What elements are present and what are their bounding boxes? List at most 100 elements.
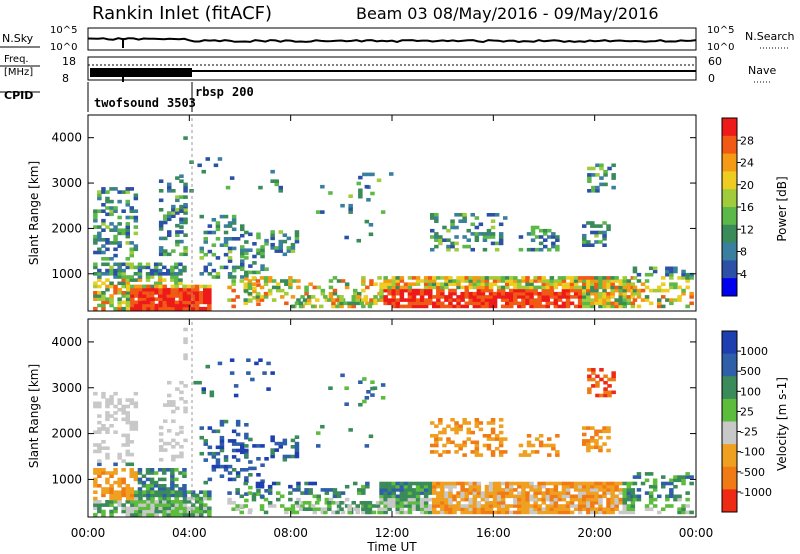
power-cell — [530, 238, 536, 242]
velocity-cell — [270, 438, 275, 443]
power-cell — [231, 288, 236, 293]
velocity-cell — [121, 404, 126, 409]
power-cell — [280, 279, 285, 283]
velocity-cell — [526, 434, 532, 438]
power-cell — [448, 291, 453, 296]
power-cell — [335, 304, 340, 309]
power-cell — [304, 291, 309, 296]
power-cell — [286, 249, 292, 253]
velocity-cell — [474, 418, 480, 422]
velocity-cell — [194, 496, 200, 501]
velocity-cell — [235, 507, 240, 511]
velocity-cell — [178, 512, 184, 517]
power-cell — [599, 163, 604, 168]
velocity-colorbar-tick-label: -500 — [740, 466, 765, 479]
power-cell — [403, 285, 409, 290]
power-cell — [419, 288, 425, 293]
velocity-cell — [436, 494, 441, 499]
velocity-cell — [594, 429, 599, 434]
velocity-cell — [598, 429, 603, 434]
velocity-cell — [93, 477, 98, 482]
power-cell — [231, 298, 236, 302]
power-cell — [179, 252, 184, 257]
power-cell — [203, 230, 208, 235]
power-cell — [534, 247, 540, 252]
power-cell — [648, 266, 654, 271]
velocity-cell — [454, 430, 459, 435]
power-cell — [452, 304, 457, 309]
power-cell — [587, 179, 592, 183]
power-cell — [553, 298, 559, 302]
velocity-cell — [432, 491, 437, 495]
power-cell — [632, 269, 638, 274]
power-cell — [610, 276, 615, 280]
power-cell — [367, 304, 373, 309]
velocity-cell — [171, 419, 176, 423]
velocity-cell — [133, 424, 139, 428]
velocity-cell — [121, 493, 126, 498]
power-cell — [673, 266, 678, 271]
power-cell — [614, 285, 619, 290]
power-cell — [602, 298, 607, 302]
power-cell — [306, 298, 312, 302]
velocity-cell — [101, 468, 106, 472]
power-cell — [126, 306, 131, 311]
velocity-cell — [626, 488, 632, 492]
velocity-cell — [347, 504, 352, 508]
velocity-cell — [444, 491, 449, 495]
velocity-cell — [538, 443, 544, 448]
power-cell — [383, 282, 388, 286]
velocity-cell — [97, 427, 102, 431]
power-cell — [480, 285, 486, 290]
power-cell — [598, 276, 603, 280]
power-cell — [555, 244, 560, 249]
velocity-cell — [170, 471, 175, 475]
velocity-cell — [270, 454, 275, 459]
velocity-cell — [590, 501, 595, 505]
power-cell — [450, 244, 455, 249]
velocity-cell — [166, 503, 171, 507]
power-cell — [365, 285, 370, 290]
power-cell — [622, 298, 627, 302]
power-cell — [415, 276, 421, 280]
velocity-cell — [522, 453, 528, 457]
power-cell — [594, 285, 599, 290]
power-cell — [411, 295, 417, 299]
power-cell — [644, 279, 650, 283]
velocity-cell — [598, 494, 603, 499]
velocity-cell — [636, 497, 642, 502]
velocity-cell — [644, 507, 650, 511]
velocity-cell — [113, 496, 118, 501]
power-cell — [235, 265, 241, 270]
velocity-cell — [681, 507, 686, 511]
velocity-cell — [379, 491, 384, 495]
power-cell — [149, 272, 155, 276]
power-cell — [121, 275, 126, 279]
velocity-cell — [113, 480, 118, 485]
velocity-cell — [239, 510, 244, 515]
velocity-cell — [129, 424, 134, 428]
power-cell — [577, 304, 583, 309]
velocity-cell — [450, 440, 455, 445]
velocity-cell — [490, 430, 496, 435]
velocity-cell — [630, 501, 636, 505]
power-cell — [423, 301, 429, 306]
power-cell — [175, 242, 180, 247]
velocity-cell — [244, 423, 249, 427]
power-cell — [258, 185, 263, 190]
velocity-cell — [545, 481, 550, 486]
velocity-cell — [153, 480, 159, 485]
power-cell — [411, 298, 417, 302]
power-cell — [339, 301, 344, 306]
power-cell — [630, 304, 636, 309]
velocity-cell — [101, 427, 106, 431]
velocity-cell — [423, 491, 429, 495]
power-cell — [166, 272, 171, 276]
velocity-cell — [565, 484, 571, 489]
velocity-cell — [573, 484, 579, 489]
power-cell — [468, 276, 473, 280]
velocity-cell — [618, 510, 623, 515]
power-cell — [573, 285, 579, 290]
power-cell — [243, 285, 248, 290]
power-cell — [464, 301, 469, 306]
